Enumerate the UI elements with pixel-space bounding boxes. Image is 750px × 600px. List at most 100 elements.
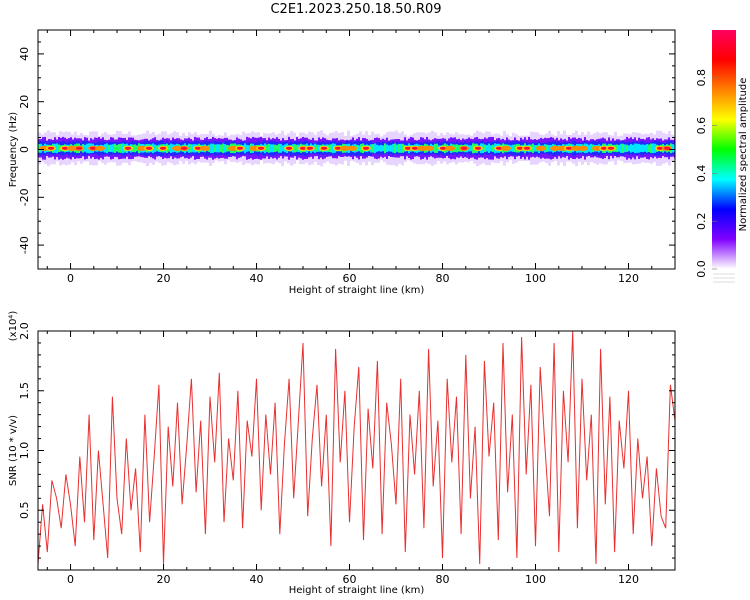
band-peak-max bbox=[61, 146, 69, 150]
band-core bbox=[108, 144, 110, 152]
band-core bbox=[246, 144, 248, 152]
band-core bbox=[636, 143, 638, 153]
band-core bbox=[386, 144, 388, 153]
figure-title: C2E1.2023.250.18.50.R09 bbox=[270, 2, 442, 17]
band-core bbox=[212, 143, 214, 153]
snr-series-line bbox=[38, 331, 675, 565]
band-core bbox=[384, 143, 386, 154]
band-peak-max bbox=[285, 146, 293, 150]
top-x-tick-label: 60 bbox=[343, 272, 357, 285]
band-core bbox=[110, 144, 112, 152]
band-core bbox=[486, 145, 488, 152]
colorbar-tick-label: 0.2 bbox=[695, 212, 708, 230]
band-peak-max bbox=[565, 146, 573, 150]
band-core bbox=[268, 143, 270, 153]
band-core bbox=[548, 145, 550, 152]
top-x-axis-label: Height of straight line (km) bbox=[289, 285, 425, 296]
band-core bbox=[644, 144, 646, 152]
top-y-tick-label: 0 bbox=[18, 146, 31, 153]
band-peak bbox=[340, 145, 350, 151]
bottom-y-tick-label: 1.5 bbox=[18, 382, 31, 400]
band-core bbox=[624, 144, 626, 153]
band-peak bbox=[424, 145, 434, 151]
band-core bbox=[168, 144, 170, 152]
band-core bbox=[546, 144, 548, 152]
band-core bbox=[648, 144, 650, 153]
band-core bbox=[512, 144, 514, 152]
band-peak-max bbox=[656, 146, 664, 150]
band-core bbox=[388, 145, 390, 152]
bottom-x-tick-label: 0 bbox=[67, 573, 74, 586]
band-core bbox=[222, 143, 224, 154]
band-peak-max bbox=[306, 146, 314, 150]
band-core bbox=[620, 143, 622, 153]
band-peak bbox=[347, 145, 357, 151]
band-core bbox=[226, 144, 228, 152]
band-peak-max bbox=[257, 146, 265, 150]
band-core bbox=[378, 145, 380, 152]
band-core bbox=[116, 145, 118, 152]
band-core bbox=[278, 143, 280, 153]
band-core bbox=[224, 144, 226, 153]
band-peak bbox=[417, 145, 427, 151]
band-core bbox=[626, 144, 628, 152]
top-y-axis-label: Frequency (Hz) bbox=[8, 112, 19, 188]
top-y-tick-label: -20 bbox=[18, 188, 31, 206]
band-core bbox=[652, 143, 654, 154]
band-peak-max bbox=[89, 146, 97, 150]
band-peak-max bbox=[495, 146, 503, 150]
band-peak bbox=[445, 145, 455, 151]
band-core bbox=[274, 144, 276, 152]
band-core bbox=[532, 143, 534, 153]
top-y-tick-label: 40 bbox=[18, 47, 31, 61]
band-peak-max bbox=[411, 146, 419, 150]
band-peak bbox=[557, 145, 567, 151]
band-core bbox=[590, 143, 592, 153]
band-core bbox=[488, 143, 490, 154]
band-peak bbox=[67, 145, 77, 151]
band-core bbox=[112, 144, 114, 153]
band-core bbox=[170, 143, 172, 154]
colorbar bbox=[712, 30, 736, 269]
band-peak-max bbox=[439, 146, 447, 150]
band-core bbox=[588, 144, 590, 152]
band-peak-max bbox=[180, 146, 188, 150]
band-peak bbox=[536, 145, 546, 151]
band-core bbox=[622, 143, 624, 153]
band-core bbox=[86, 143, 88, 153]
top-x-tick-label: 20 bbox=[157, 272, 171, 285]
spectral-band bbox=[38, 130, 675, 167]
band-core bbox=[56, 143, 58, 154]
band-core bbox=[634, 143, 636, 154]
colorbar-tick-label: 0.8 bbox=[695, 69, 708, 87]
band-core bbox=[154, 144, 156, 153]
band-core bbox=[646, 143, 648, 153]
band-peak-max bbox=[145, 146, 153, 150]
band-core bbox=[276, 145, 278, 152]
band-core bbox=[630, 144, 632, 153]
band-core bbox=[330, 144, 332, 153]
bottom-x-axis-label: Height of straight line (km) bbox=[289, 585, 425, 596]
band-peak bbox=[137, 145, 147, 151]
band-peak bbox=[550, 145, 560, 151]
bottom-x-tick-label: 80 bbox=[436, 573, 450, 586]
band-core bbox=[534, 145, 536, 152]
bottom-y-axis-label: SNR (10 * v/v) bbox=[8, 415, 19, 486]
band-peak bbox=[200, 145, 210, 151]
band-core bbox=[372, 144, 374, 153]
band-core bbox=[398, 143, 400, 153]
band-core bbox=[272, 144, 274, 153]
top-x-tick-label: 120 bbox=[618, 272, 639, 285]
band-peak-max bbox=[404, 146, 412, 150]
colorbar-tick-label: 0.6 bbox=[695, 117, 708, 135]
band-peak bbox=[249, 145, 259, 151]
band-peak bbox=[571, 145, 581, 151]
band-peak-max bbox=[194, 146, 202, 150]
band-core bbox=[376, 144, 378, 152]
bottom-y-tick-label: 1.0 bbox=[18, 442, 31, 460]
band-core bbox=[394, 143, 396, 154]
bottom-x-tick-label: 120 bbox=[618, 573, 639, 586]
band-peak-max bbox=[516, 146, 524, 150]
band-core bbox=[434, 143, 436, 153]
